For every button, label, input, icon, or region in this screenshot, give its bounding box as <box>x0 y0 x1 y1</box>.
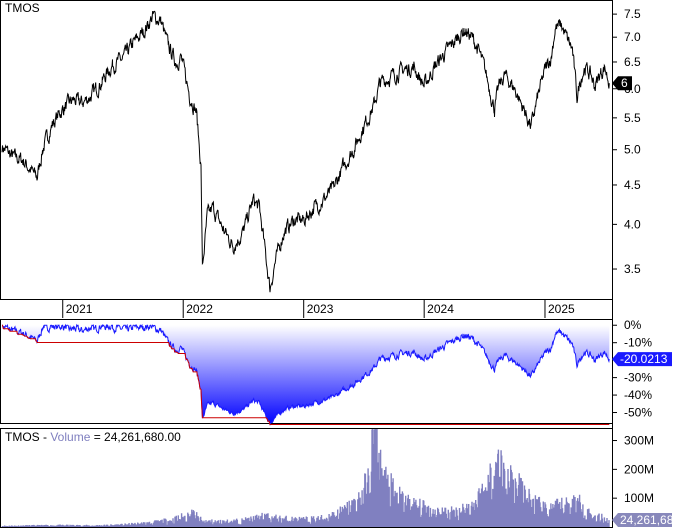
time-x-axis: 2021 2022 2023 2024 2025 <box>0 299 612 318</box>
volume-last-value-tag-shape <box>612 512 672 527</box>
price-panel-title: TMOS <box>5 1 40 15</box>
x-axis-tick-label: 2022 <box>186 302 213 316</box>
price-panel: TMOS 3.54.04.55.05.56.06.57.07.5 2021 202… <box>0 1 641 318</box>
volume-y-tick-label: 300M <box>624 434 654 448</box>
price-y-tick-label: 4.0 <box>624 217 641 231</box>
price-y-tick-label: 5.0 <box>624 143 641 157</box>
price-y-tick-label: 7.5 <box>624 7 641 21</box>
price-y-tick-label: 3.5 <box>624 262 641 276</box>
volume-last-value-text: 24,261,68 <box>620 513 673 527</box>
price-last-value-tag-shape <box>612 76 632 91</box>
drawdown-y-tick-label: -30% <box>624 371 652 385</box>
volume-panel-title: TMOS - Volume = 24,261,680.00 <box>5 430 181 444</box>
drawdown-last-value-tag-shape <box>612 352 672 367</box>
volume-bars <box>1 429 610 527</box>
drawdown-area <box>2 325 610 425</box>
volume-y-axis: 100M 200M 300M <box>612 434 654 505</box>
volume-value: = 24,261,680.00 <box>90 430 181 444</box>
volume-separator: - <box>40 430 51 444</box>
x-axis-tick-label: 2025 <box>548 302 575 316</box>
max-drawdown-line <box>2 324 610 425</box>
drawdown-line <box>2 323 610 426</box>
x-axis-tick-label: 2024 <box>427 302 454 316</box>
price-plot-frame <box>0 0 613 300</box>
price-y-tick-label: 5.5 <box>624 111 641 125</box>
volume-label: Volume <box>50 430 90 444</box>
volume-y-tick-label: 200M <box>624 462 654 476</box>
x-axis-tick-label: 2023 <box>307 302 334 316</box>
drawdown-y-axis: 0% -10% -30% -40% -50% <box>612 318 652 420</box>
price-last-value-text: 6 <box>621 76 628 90</box>
volume-panel: TMOS - Volume = 24,261,680.00 100M 200M 30… <box>1 429 673 527</box>
drawdown-last-value-tag: -20.0213 <box>612 352 672 367</box>
price-last-value-tag: 6 <box>612 76 632 91</box>
price-series-line <box>1 10 610 293</box>
drawdown-panel: 0% -10% -30% -40% -50% -20.0213 <box>2 318 672 426</box>
drawdown-y-tick-label: -10% <box>624 336 652 350</box>
x-axis-tick-label: 2021 <box>66 302 93 316</box>
drawdown-y-tick-label: -50% <box>624 406 652 420</box>
volume-last-value-tag: 24,261,68 <box>612 512 673 527</box>
price-y-axis: 3.54.04.55.05.56.06.57.07.5 <box>612 7 641 276</box>
price-y-tick-label: 6.5 <box>624 55 641 69</box>
volume-y-tick-label: 100M <box>624 491 654 505</box>
volume-symbol: TMOS <box>5 430 40 444</box>
price-y-tick-label: 4.5 <box>624 178 641 192</box>
price-y-tick-label: 7.0 <box>624 30 641 44</box>
drawdown-y-tick-label: -40% <box>624 388 652 402</box>
drawdown-last-value-text: -20.0213 <box>620 352 668 366</box>
drawdown-y-tick-label: 0% <box>624 318 642 332</box>
